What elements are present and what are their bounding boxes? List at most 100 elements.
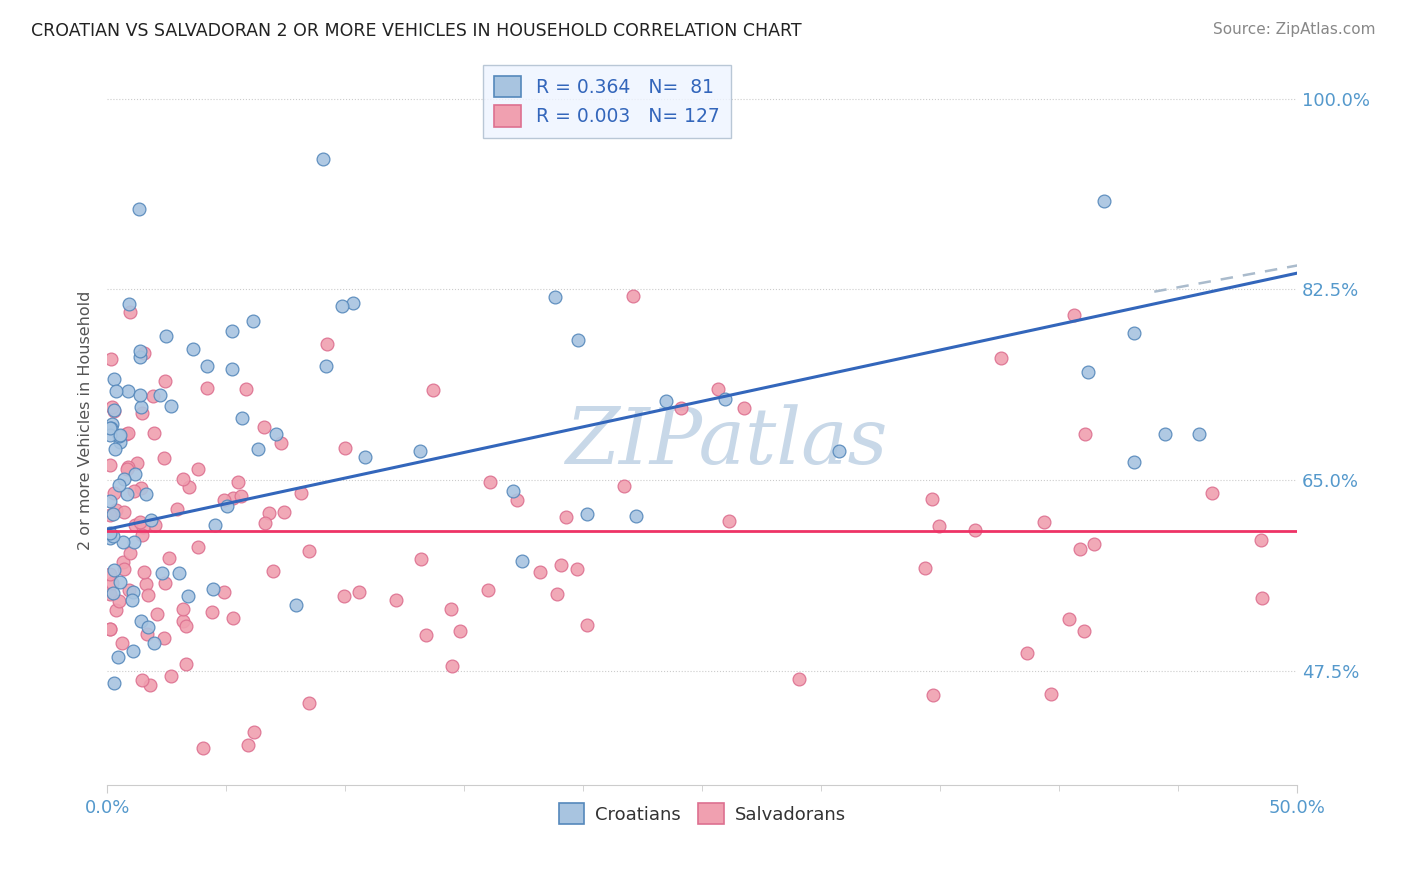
Point — [125, 457, 148, 471]
Point — [567, 561, 589, 575]
Point — [1039, 687, 1062, 701]
Point — [221, 491, 243, 506]
Point — [132, 520, 155, 534]
Point — [217, 499, 239, 513]
Point — [1122, 455, 1144, 469]
Point — [103, 586, 125, 600]
Point — [567, 333, 589, 347]
Point — [415, 628, 437, 642]
Point — [172, 615, 194, 629]
Point — [108, 478, 131, 492]
Point — [787, 672, 810, 686]
Point — [1057, 612, 1080, 626]
Point — [555, 510, 578, 524]
Point — [315, 359, 337, 373]
Point — [921, 491, 943, 506]
Point — [143, 636, 166, 650]
Point — [108, 428, 131, 442]
Point — [1077, 365, 1099, 379]
Point — [1123, 326, 1146, 341]
Point — [117, 426, 139, 441]
Point — [193, 741, 215, 756]
Point — [98, 421, 121, 435]
Point — [1092, 194, 1115, 209]
Point — [990, 351, 1012, 365]
Point — [124, 467, 146, 481]
Point — [122, 585, 145, 599]
Point — [103, 563, 125, 577]
Point — [122, 643, 145, 657]
Point — [384, 593, 406, 607]
Point — [550, 558, 572, 572]
Point — [129, 516, 152, 530]
Point — [150, 566, 173, 580]
Point — [222, 611, 245, 625]
Point — [1083, 536, 1105, 550]
Point — [506, 493, 529, 508]
Point — [502, 484, 524, 499]
Point — [155, 329, 177, 343]
Point — [922, 688, 945, 702]
Point — [333, 590, 356, 604]
Point — [98, 508, 121, 522]
Point — [153, 451, 176, 466]
Point — [409, 443, 432, 458]
Point — [718, 514, 741, 528]
Point — [195, 359, 218, 373]
Point — [231, 489, 253, 503]
Point — [128, 202, 150, 216]
Point — [624, 508, 647, 523]
Point — [98, 428, 121, 442]
Point — [576, 508, 599, 522]
Point — [510, 554, 533, 568]
Text: ZIPatlas: ZIPatlas — [565, 404, 887, 481]
Point — [105, 503, 128, 517]
Point — [202, 582, 225, 596]
Point — [1188, 427, 1211, 442]
Point — [128, 350, 150, 364]
Point — [98, 622, 121, 636]
Point — [181, 343, 204, 357]
Point — [349, 585, 371, 599]
Point — [176, 589, 198, 603]
Point — [118, 582, 141, 597]
Point — [285, 599, 308, 613]
Point — [107, 649, 129, 664]
Point — [449, 624, 471, 639]
Point — [167, 566, 190, 581]
Point — [153, 575, 176, 590]
Point — [297, 543, 319, 558]
Point — [103, 403, 125, 417]
Point — [613, 479, 636, 493]
Point — [479, 475, 502, 489]
Point — [100, 789, 122, 804]
Point — [655, 394, 678, 409]
Point — [221, 362, 243, 376]
Point — [669, 401, 692, 416]
Point — [1201, 486, 1223, 500]
Point — [242, 314, 264, 328]
Point — [546, 587, 568, 601]
Y-axis label: 2 or more Vehicles in Household: 2 or more Vehicles in Household — [79, 291, 93, 550]
Point — [108, 435, 131, 450]
Point — [440, 601, 463, 615]
Point — [136, 588, 159, 602]
Point — [440, 659, 463, 673]
Point — [1069, 542, 1091, 557]
Point — [330, 299, 353, 313]
Point — [270, 436, 292, 450]
Point — [1251, 591, 1274, 605]
Point — [257, 506, 280, 520]
Point — [105, 602, 128, 616]
Point — [172, 602, 194, 616]
Point — [129, 343, 152, 358]
Point — [477, 583, 499, 598]
Point — [621, 289, 644, 303]
Point — [153, 631, 176, 645]
Point — [108, 428, 131, 442]
Point — [142, 425, 165, 440]
Point — [575, 618, 598, 632]
Point — [100, 420, 122, 434]
Point — [153, 374, 176, 388]
Point — [252, 420, 274, 434]
